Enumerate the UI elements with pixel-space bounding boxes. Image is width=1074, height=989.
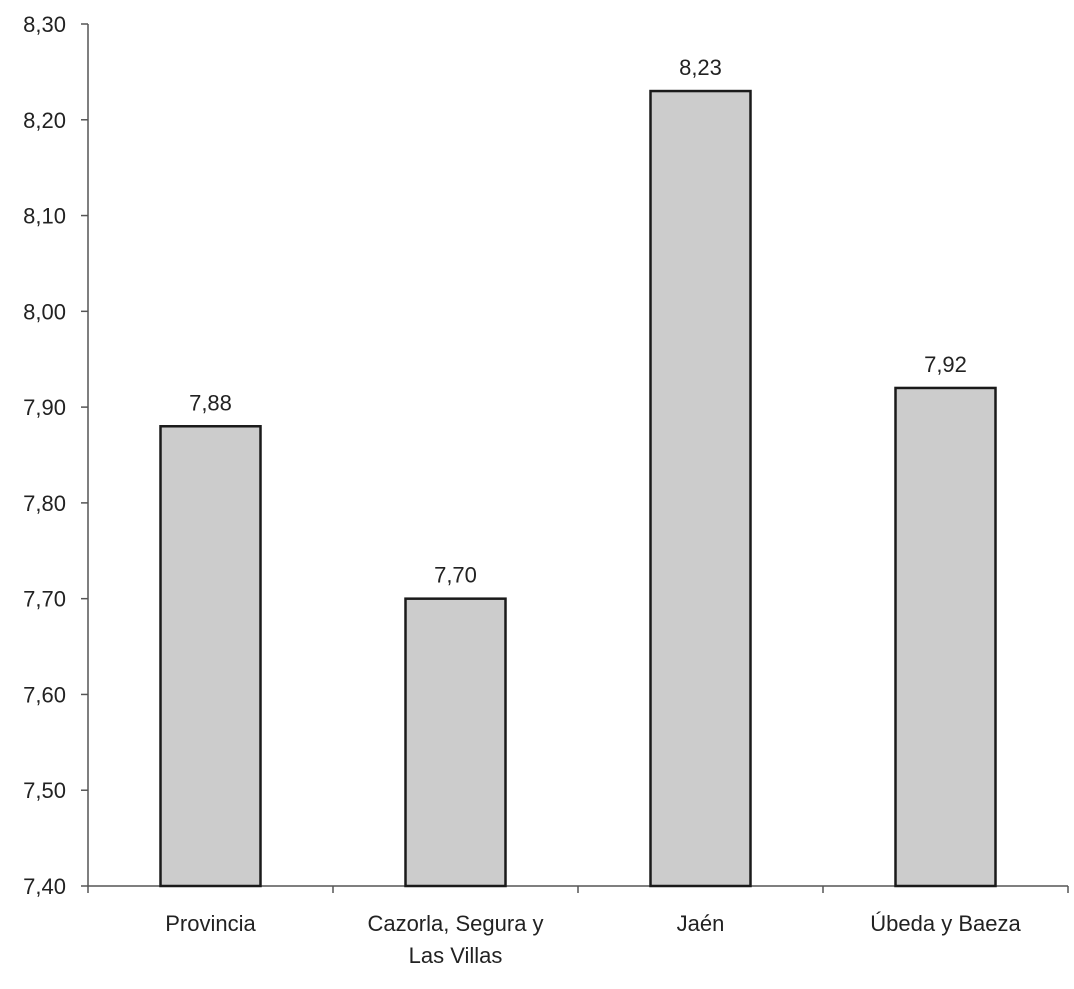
- y-tick-label: 8,20: [23, 108, 66, 133]
- y-tick-label: 8,30: [23, 12, 66, 37]
- y-tick-label: 7,80: [23, 491, 66, 516]
- bar: [894, 386, 997, 888]
- y-tick-label: 7,70: [23, 587, 66, 612]
- y-tick-label: 8,00: [23, 299, 66, 324]
- x-category-label: Úbeda y Baeza: [870, 911, 1021, 936]
- bar: [404, 597, 507, 888]
- data-label: 8,23: [679, 55, 722, 80]
- x-category-label: Provincia: [165, 911, 256, 936]
- y-tick-label: 7,50: [23, 778, 66, 803]
- x-category-label: Cazorla, Segura y: [367, 911, 543, 936]
- x-category-label: Jaén: [677, 911, 725, 936]
- y-tick-label: 7,90: [23, 395, 66, 420]
- x-category-label: Las Villas: [409, 943, 503, 968]
- y-tick-label: 7,40: [23, 874, 66, 899]
- data-label: 7,70: [434, 563, 477, 588]
- bar: [159, 425, 262, 888]
- y-tick-label: 8,10: [23, 204, 66, 229]
- data-label: 7,92: [924, 352, 967, 377]
- bar: [649, 89, 752, 888]
- y-tick-label: 7,60: [23, 682, 66, 707]
- data-label: 7,88: [189, 390, 232, 415]
